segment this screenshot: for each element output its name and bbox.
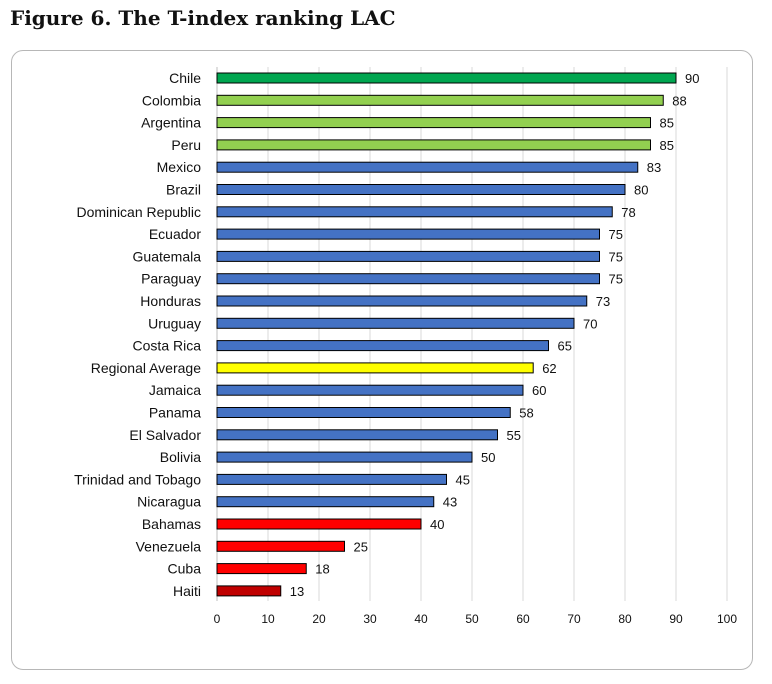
category-label: Haiti	[173, 583, 201, 599]
category-label: Cuba	[168, 561, 202, 577]
data-label: 88	[672, 93, 686, 108]
data-label: 75	[609, 272, 623, 287]
x-tick-label: 20	[312, 612, 326, 626]
category-label: El Salvador	[129, 427, 201, 443]
bar-trinidad-and-tobago	[216, 473, 447, 485]
category-label: Brazil	[166, 182, 201, 198]
bar-cuba	[216, 563, 307, 575]
category-label: Argentina	[141, 115, 201, 131]
data-label: 58	[519, 406, 533, 421]
bar-mexico	[216, 161, 639, 173]
category-label: Panama	[149, 405, 201, 421]
x-tick-label: 10	[261, 612, 275, 626]
bar-el-salvador	[216, 429, 498, 441]
x-tick-label: 40	[414, 612, 428, 626]
x-tick-label: 100	[717, 612, 737, 626]
data-label: 65	[558, 339, 572, 354]
bar-nicaragua	[216, 496, 435, 508]
data-label: 25	[354, 539, 368, 554]
bar-venezuela	[216, 540, 345, 552]
bar-haiti	[216, 585, 282, 597]
bar-ecuador	[216, 228, 600, 240]
bar-bolivia	[216, 451, 473, 463]
data-label: 85	[660, 116, 674, 131]
x-axis-ticks: 0 10 20 30 40 50 60 70 80 90 100	[214, 612, 738, 626]
category-label: Nicaragua	[137, 494, 201, 510]
x-tick-label: 70	[567, 612, 581, 626]
category-label: Jamaica	[149, 382, 201, 398]
data-label: 50	[481, 450, 495, 465]
gridlines	[216, 67, 728, 601]
category-label: Colombia	[142, 92, 201, 108]
category-label: Paraguay	[141, 271, 201, 287]
category-label: Bahamas	[142, 516, 201, 532]
data-label: 45	[456, 472, 470, 487]
category-label: Chile	[169, 70, 201, 86]
x-tick-label: 90	[669, 612, 683, 626]
bar-jamaica	[216, 384, 524, 396]
bar-bahamas	[216, 518, 422, 530]
bars	[216, 72, 677, 597]
category-label: Uruguay	[148, 315, 201, 331]
figure-title: Figure 6. The T-index ranking LAC	[10, 6, 396, 30]
category-label: Honduras	[140, 293, 201, 309]
category-label: Trinidad and Tobago	[74, 471, 201, 487]
data-label: 75	[609, 227, 623, 242]
data-label: 78	[621, 205, 635, 220]
bar-uruguay	[216, 317, 575, 329]
data-label: 85	[660, 138, 674, 153]
bar-chile	[216, 72, 677, 84]
category-label: Costa Rica	[133, 338, 202, 354]
category-label: Guatemala	[133, 248, 202, 264]
category-label: Ecuador	[149, 226, 201, 242]
data-label: 60	[532, 383, 546, 398]
category-labels: Chile Colombia Argentina Peru Mexico Brazil Do…	[74, 70, 201, 599]
data-label: 43	[443, 495, 457, 510]
x-tick-label: 50	[465, 612, 479, 626]
x-tick-label: 60	[516, 612, 530, 626]
data-label: 40	[430, 517, 444, 532]
category-label: Dominican Republic	[76, 204, 201, 220]
bar-costa-rica	[216, 340, 549, 352]
category-label: Venezuela	[136, 538, 202, 554]
category-label: Regional Average	[91, 360, 201, 376]
bar-peru	[216, 139, 651, 151]
data-label: 80	[634, 183, 648, 198]
data-label: 70	[583, 316, 597, 331]
data-label: 13	[290, 584, 304, 599]
chart-frame	[11, 50, 753, 670]
x-tick-label: 80	[618, 612, 632, 626]
data-label: 73	[596, 294, 610, 309]
bar-panama	[216, 407, 511, 418]
data-label: 90	[685, 71, 699, 86]
category-label: Bolivia	[160, 449, 201, 465]
bar-honduras	[216, 295, 588, 307]
data-label: 62	[542, 361, 556, 376]
bar-dominican-republic	[216, 206, 613, 218]
bar-paraguay	[216, 273, 600, 285]
data-label: 83	[647, 160, 661, 175]
category-label: Peru	[171, 137, 201, 153]
bar-colombia	[216, 94, 664, 106]
x-tick-label: 0	[214, 612, 221, 626]
bar-brazil	[216, 184, 626, 195]
bar-regional-average	[216, 362, 534, 374]
bar-guatemala	[216, 250, 600, 262]
data-label: 75	[609, 249, 623, 264]
data-label: 18	[315, 562, 329, 577]
x-tick-label: 30	[363, 612, 377, 626]
category-label: Mexico	[157, 159, 202, 175]
data-label: 55	[507, 428, 521, 443]
bar-argentina	[216, 117, 651, 129]
